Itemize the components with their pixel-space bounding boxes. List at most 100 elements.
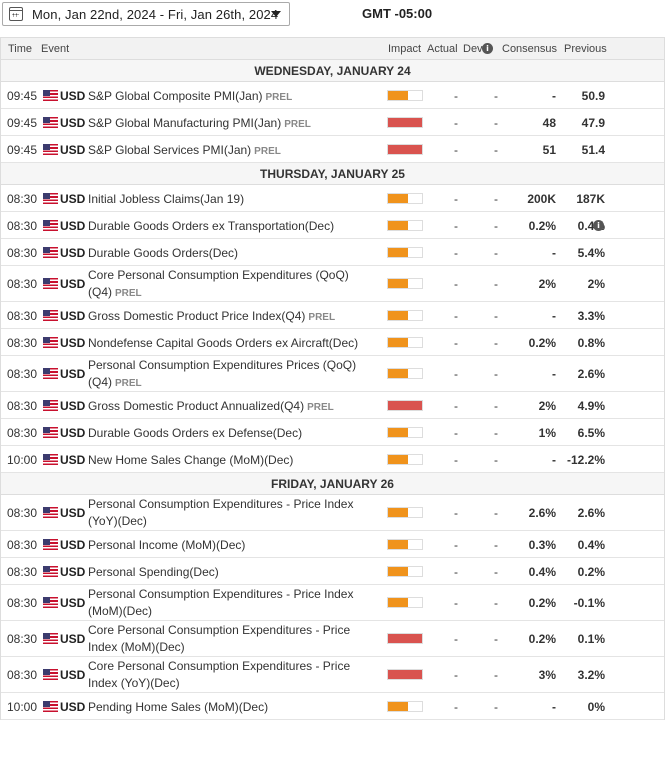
event-row[interactable]: 08:30 USD Gross Domestic Product Price Ind… (1, 302, 664, 329)
event-name-link[interactable]: Gross Domestic Product Price Index(Q4) PR… (88, 308, 380, 326)
date-range-dropdown[interactable]: Mon, Jan 22nd, 2024 - Fri, Jan 26th, 202… (2, 2, 290, 26)
event-actual: - (454, 336, 458, 350)
event-time: 08:30 (7, 219, 38, 233)
event-name[interactable]: Core Personal Consumption Expenditures -… (88, 623, 351, 654)
event-name-link[interactable]: S&P Global Manufacturing PMI(Jan) PREL (88, 115, 380, 133)
event-name-link[interactable]: Gross Domestic Product Annualized(Q4) PRE… (88, 398, 380, 416)
event-name-link[interactable]: Core Personal Consumption Expenditures (… (88, 267, 380, 302)
event-name-link[interactable]: Core Personal Consumption Expenditures -… (88, 622, 380, 656)
event-row[interactable]: 08:30 USD Gross Domestic Product Annualize… (1, 392, 664, 419)
header-event[interactable]: Event (41, 43, 70, 55)
impact-indicator (387, 90, 423, 101)
event-name[interactable]: S&P Global Composite PMI(Jan) (88, 89, 263, 103)
event-row[interactable]: 08:30 USD Personal Income (MoM)(Dec) - - 0.3%… (1, 531, 664, 558)
event-name[interactable]: Durable Goods Orders ex Defense(Dec) (88, 426, 303, 440)
event-row[interactable]: 08:30 USD Durable Goods Orders ex Defense(… (1, 419, 664, 446)
event-name[interactable]: Nondefense Capital Goods Orders ex Aircr… (88, 336, 359, 350)
event-name-link[interactable]: Personal Consumption Expenditures - Pric… (88, 586, 380, 620)
header-consensus[interactable]: Consensus (502, 43, 558, 55)
event-consensus: - (552, 89, 556, 103)
event-currency: USD (60, 192, 86, 206)
event-row[interactable]: 09:45 USD S&P Global Services PMI(Jan) PREL… (1, 136, 664, 163)
header-previous[interactable]: Previous (564, 43, 607, 55)
event-deviation: - (494, 116, 498, 130)
info-icon[interactable]: i (482, 43, 493, 54)
event-time: 08:30 (7, 538, 38, 552)
event-name[interactable]: S&P Global Services PMI(Jan) (88, 143, 252, 157)
event-name-link[interactable]: Durable Goods Orders(Dec) (88, 245, 380, 262)
event-name[interactable]: Personal Consumption Expenditures Prices… (88, 358, 357, 389)
event-row[interactable]: 08:30 USD Durable Goods Orders ex Transpor… (1, 212, 664, 239)
event-name-link[interactable]: Durable Goods Orders ex Defense(Dec) (88, 425, 380, 442)
event-row[interactable]: 10:00 USD New Home Sales Change (MoM)(Dec)… (1, 446, 664, 473)
event-name-link[interactable]: Personal Consumption Expenditures - Pric… (88, 496, 380, 530)
event-row[interactable]: 08:30 USD Core Personal Consumption Expend… (1, 621, 664, 657)
event-actual: - (454, 143, 458, 157)
us-flag-icon (43, 193, 58, 204)
impact-indicator (387, 310, 423, 321)
event-name-link[interactable]: S&P Global Composite PMI(Jan) PREL (88, 88, 380, 106)
event-name-link[interactable]: Nondefense Capital Goods Orders ex Aircr… (88, 335, 380, 352)
event-row[interactable]: 09:45 USD S&P Global Composite PMI(Jan) PRE… (1, 82, 664, 109)
event-name-link[interactable]: Pending Home Sales (MoM)(Dec) (88, 699, 380, 716)
event-deviation: - (494, 219, 498, 233)
event-name[interactable]: Durable Goods Orders ex Transportation(D… (88, 219, 335, 233)
event-name-link[interactable]: Personal Spending(Dec) (88, 564, 380, 581)
event-name-link[interactable]: Personal Consumption Expenditures Prices… (88, 357, 380, 392)
event-actual: - (454, 565, 458, 579)
event-currency: USD (60, 426, 86, 440)
impact-indicator (387, 368, 423, 379)
event-name-link[interactable]: Core Personal Consumption Expenditures -… (88, 658, 380, 692)
event-row[interactable]: 10:00 USD Pending Home Sales (MoM)(Dec) - - -… (1, 693, 664, 720)
event-actual: - (454, 700, 458, 714)
event-name[interactable]: Pending Home Sales (MoM)(Dec) (88, 700, 269, 714)
event-name[interactable]: Gross Domestic Product Annualized(Q4) (88, 399, 305, 413)
event-name-link[interactable]: Durable Goods Orders ex Transportation(D… (88, 218, 380, 235)
info-icon[interactable]: i (593, 220, 604, 231)
prel-badge: PREL (115, 288, 142, 299)
event-name[interactable]: Personal Consumption Expenditures - Pric… (88, 497, 354, 528)
event-currency: USD (60, 309, 86, 323)
event-row[interactable]: 09:45 USD S&P Global Manufacturing PMI(Jan… (1, 109, 664, 136)
header-impact[interactable]: Impact (388, 43, 422, 55)
header-actual[interactable]: Actual (427, 43, 458, 55)
event-name[interactable]: Core Personal Consumption Expenditures -… (88, 659, 351, 690)
event-name[interactable]: Gross Domestic Product Price Index(Q4) (88, 309, 306, 323)
event-row[interactable]: 08:30 USD Core Personal Consumption Expend… (1, 657, 664, 693)
event-row[interactable]: 08:30 USD Nondefense Capital Goods Orders … (1, 329, 664, 356)
event-name-link[interactable]: New Home Sales Change (MoM)(Dec) (88, 452, 380, 469)
event-row[interactable]: 08:30 USD Personal Spending(Dec) - - 0.4% 0.2% (1, 558, 664, 585)
event-name[interactable]: Core Personal Consumption Expenditures (… (88, 268, 349, 299)
event-deviation: - (494, 538, 498, 552)
us-flag-icon (43, 566, 58, 577)
event-deviation: - (494, 309, 498, 323)
event-previous: 2% (587, 277, 605, 291)
event-name[interactable]: Personal Income (MoM)(Dec) (88, 538, 246, 552)
event-name[interactable]: S&P Global Manufacturing PMI(Jan) (88, 116, 282, 130)
impact-indicator (387, 427, 423, 438)
event-row[interactable]: 08:30 USD Personal Consumption Expenditure… (1, 585, 664, 621)
event-previous: -12.2% (566, 453, 605, 467)
event-name-link[interactable]: Personal Income (MoM)(Dec) (88, 537, 380, 554)
event-time: 08:30 (7, 309, 38, 323)
event-name[interactable]: Personal Spending(Dec) (88, 565, 219, 579)
us-flag-icon (43, 539, 58, 550)
event-name[interactable]: Initial Jobless Claims(Jan 19) (88, 192, 245, 206)
header-dev[interactable]: Dev (463, 43, 483, 55)
event-name-link[interactable]: Initial Jobless Claims(Jan 19) (88, 191, 380, 208)
header-time[interactable]: Time (8, 43, 33, 55)
event-currency: USD (60, 367, 86, 381)
timezone-label[interactable]: GMT -05:00 (362, 6, 433, 21)
event-row[interactable]: 08:30 USD Core Personal Consumption Expend… (1, 266, 664, 302)
calendar-icon (9, 7, 23, 21)
event-consensus: - (552, 246, 556, 260)
event-row[interactable]: 08:30 USD Initial Jobless Claims(Jan 19) - -… (1, 185, 664, 212)
event-row[interactable]: 08:30 USD Durable Goods Orders(Dec) - - - 5.4% (1, 239, 664, 266)
event-name-link[interactable]: S&P Global Services PMI(Jan) PREL (88, 142, 380, 160)
event-row[interactable]: 08:30 USD Personal Consumption Expenditure… (1, 356, 664, 392)
event-row[interactable]: 08:30 USD Personal Consumption Expenditure… (1, 495, 664, 531)
event-deviation: - (494, 192, 498, 206)
event-name[interactable]: Durable Goods Orders(Dec) (88, 246, 239, 260)
event-name[interactable]: Personal Consumption Expenditures - Pric… (88, 587, 354, 618)
event-name[interactable]: New Home Sales Change (MoM)(Dec) (88, 453, 294, 467)
